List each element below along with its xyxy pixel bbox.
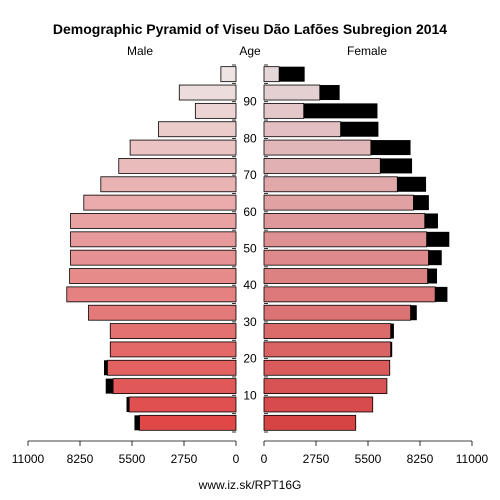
- female-bar: [263, 249, 429, 266]
- female-bar: [263, 194, 414, 211]
- x-tick-label-left: 2750: [171, 452, 198, 466]
- male-bar: [139, 414, 237, 431]
- female-surplus-bar: [410, 305, 417, 321]
- female-bar: [263, 378, 388, 395]
- female-bar: [263, 268, 428, 284]
- female-bar: [263, 323, 392, 339]
- male-surplus-bar: [104, 360, 108, 376]
- female-bar: [263, 66, 280, 83]
- female-surplus-bar: [397, 176, 427, 192]
- x-tick-label-right: 0: [261, 452, 268, 466]
- female-surplus-bar: [413, 195, 429, 211]
- age-tick-label: 30: [243, 315, 257, 329]
- female-surplus-bar: [303, 103, 378, 119]
- male-bar: [194, 102, 237, 119]
- x-tick-label-left: 0: [233, 452, 240, 466]
- female-surplus-bar: [319, 85, 340, 101]
- male-bar: [69, 268, 237, 284]
- source-label: www.iz.sk/RPT16G: [198, 478, 302, 492]
- male-bar: [220, 66, 237, 83]
- chart-title: Demographic Pyramid of Viseu Dão Lafões …: [53, 21, 447, 37]
- x-tick-label-right: 5500: [355, 452, 382, 466]
- age-label: Age: [239, 44, 261, 58]
- male-bar: [100, 176, 237, 193]
- x-tick-label-right: 8250: [407, 452, 434, 466]
- male-bar: [70, 249, 237, 266]
- female-bar: [263, 102, 305, 119]
- age-tick-label: 80: [243, 131, 257, 145]
- age-tick-label: 90: [243, 95, 257, 109]
- male-bar: [118, 158, 237, 174]
- female-bar: [263, 84, 321, 101]
- female-bar: [263, 139, 372, 156]
- age-axis: 10 20 30 40 50 60 70 80 90: [232, 64, 268, 433]
- female-bar: [263, 158, 381, 174]
- x-tick-label-left: 5500: [119, 452, 146, 466]
- female-bar: [263, 341, 392, 358]
- female-bar: [263, 231, 428, 248]
- age-tick-label: 20: [243, 352, 257, 366]
- female-label: Female: [347, 44, 387, 58]
- x-tick-label-right: 11000: [456, 452, 489, 466]
- female-bar: [263, 213, 426, 229]
- male-bar: [178, 84, 237, 101]
- female-surplus-bar: [390, 341, 393, 357]
- male-surplus-bar: [105, 378, 114, 394]
- x-tick-label-left: 8250: [67, 452, 94, 466]
- male-bar: [66, 286, 237, 303]
- age-tick-label: 50: [243, 242, 257, 256]
- male-bar: [70, 213, 237, 229]
- age-tick-label: 10: [243, 388, 257, 402]
- female-bars: [263, 66, 450, 431]
- female-bar: [263, 396, 374, 413]
- x-tick-label-left: 11000: [12, 452, 45, 466]
- female-surplus-bar: [426, 231, 450, 247]
- x-axis-left: 11000 8250 5500 2750 0: [12, 440, 240, 466]
- age-tick-label: 70: [243, 168, 257, 182]
- male-bar: [128, 396, 237, 413]
- female-surplus-bar: [424, 213, 438, 229]
- female-bar: [263, 176, 398, 193]
- female-surplus-bar: [390, 323, 394, 339]
- male-surplus-bar: [126, 396, 130, 412]
- female-bar: [263, 359, 391, 376]
- age-tick-label: 60: [243, 205, 257, 219]
- male-bar: [109, 323, 237, 339]
- male-bar: [70, 231, 237, 248]
- male-bar: [83, 194, 237, 211]
- female-surplus-bar: [370, 140, 411, 156]
- female-surplus-bar: [427, 268, 438, 284]
- age-tick-label: 40: [243, 278, 257, 292]
- female-surplus-bar: [340, 121, 379, 137]
- male-bar: [88, 304, 237, 321]
- male-bar: [109, 341, 237, 358]
- x-tick-label-right: 2750: [303, 452, 330, 466]
- male-surplus-bar: [134, 415, 140, 431]
- female-bar: [263, 414, 357, 431]
- male-bar: [158, 121, 237, 138]
- male-bar: [129, 139, 237, 156]
- male-bar: [112, 378, 237, 395]
- female-surplus-bar: [428, 250, 442, 266]
- female-bar: [263, 286, 436, 303]
- male-bar: [107, 359, 237, 376]
- female-surplus-bar: [435, 286, 448, 302]
- female-surplus-bar: [279, 66, 305, 82]
- female-bar: [263, 121, 341, 138]
- female-bar: [263, 304, 411, 321]
- male-bars: [66, 66, 237, 431]
- x-axis-right: 0 2750 5500 8250 11000: [261, 440, 489, 466]
- male-label: Male: [127, 44, 153, 58]
- female-surplus-bar: [380, 158, 413, 174]
